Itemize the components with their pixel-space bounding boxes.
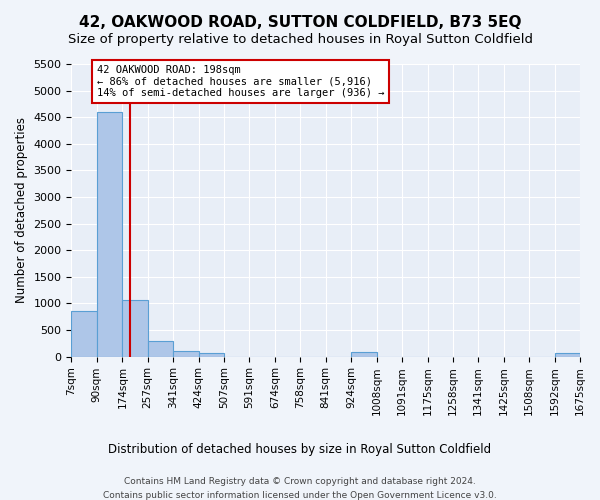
Y-axis label: Number of detached properties: Number of detached properties — [15, 118, 28, 304]
Bar — [71, 312, 97, 356]
Bar — [554, 353, 580, 356]
Bar — [97, 112, 122, 356]
Text: 42, OAKWOOD ROAD, SUTTON COLDFIELD, B73 5EQ: 42, OAKWOOD ROAD, SUTTON COLDFIELD, B73 … — [79, 15, 521, 30]
Text: 42 OAKWOOD ROAD: 198sqm
← 86% of detached houses are smaller (5,916)
14% of semi: 42 OAKWOOD ROAD: 198sqm ← 86% of detache… — [97, 65, 384, 98]
Text: Contains HM Land Registry data © Crown copyright and database right 2024.: Contains HM Land Registry data © Crown c… — [124, 478, 476, 486]
Bar — [199, 352, 224, 356]
Bar — [122, 300, 148, 356]
Text: Size of property relative to detached houses in Royal Sutton Coldfield: Size of property relative to detached ho… — [67, 32, 533, 46]
Text: Contains public sector information licensed under the Open Government Licence v3: Contains public sector information licen… — [103, 491, 497, 500]
Bar — [148, 341, 173, 356]
Bar — [351, 352, 377, 356]
Text: Distribution of detached houses by size in Royal Sutton Coldfield: Distribution of detached houses by size … — [109, 442, 491, 456]
Bar — [173, 351, 199, 356]
